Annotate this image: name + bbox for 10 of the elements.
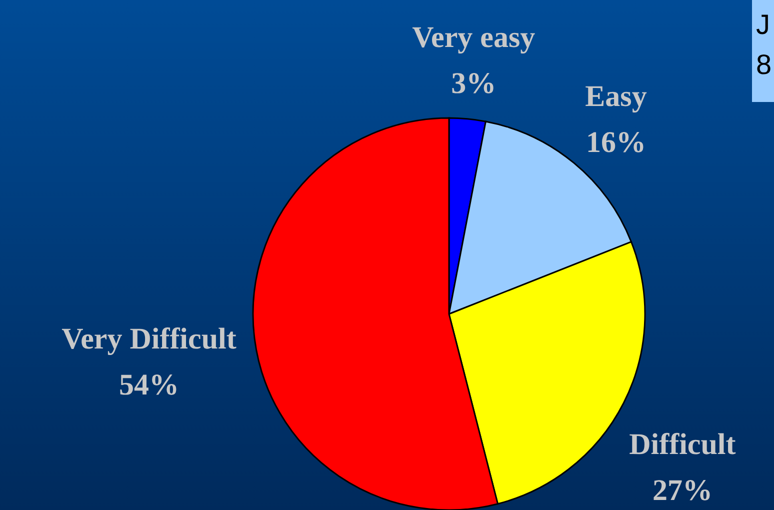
text: 8	[756, 49, 772, 80]
text: J	[756, 9, 770, 40]
slice-label: Difficult	[629, 428, 736, 462]
slice-label: Very easy	[412, 21, 536, 54]
data-label: 16%	[586, 126, 646, 160]
data-label: 54%	[119, 368, 179, 402]
data-label: 3%	[451, 67, 496, 100]
data-label: 27%	[652, 474, 712, 508]
slice-label: Easy	[585, 80, 647, 114]
slice-label: Very Difficult	[62, 322, 236, 356]
